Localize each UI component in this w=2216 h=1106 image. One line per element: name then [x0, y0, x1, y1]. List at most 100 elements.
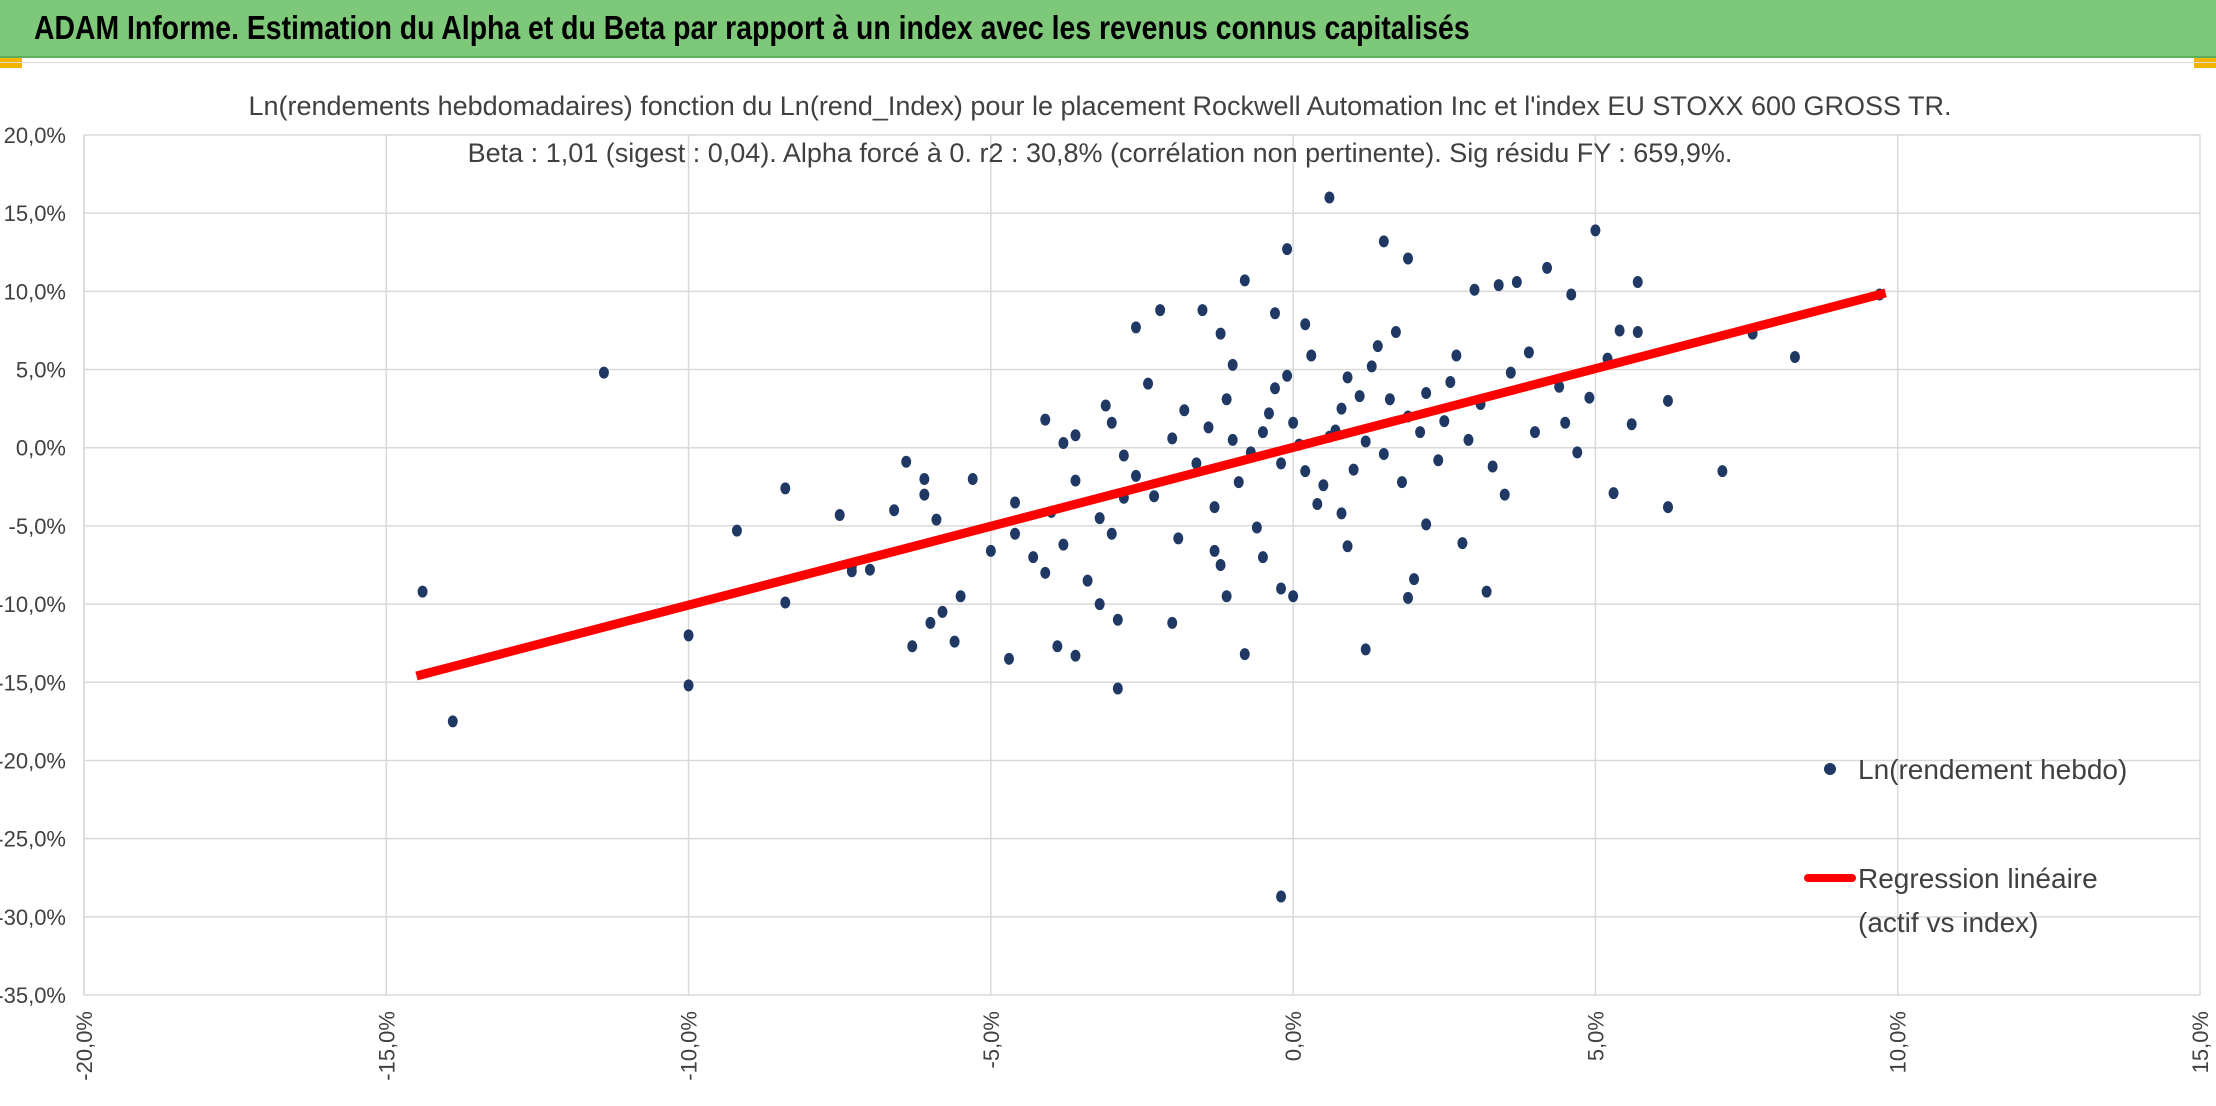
scatter-point [1542, 261, 1553, 274]
regression-line [415, 288, 1887, 681]
scatter-point [1130, 469, 1141, 482]
scatter-point [780, 482, 791, 495]
scatter-point [598, 366, 609, 379]
scatter-point [1197, 304, 1208, 317]
scatter-point [1360, 643, 1371, 656]
scatter-point [1451, 349, 1462, 362]
legend-label-regression-line-2: (actif vs index) [1858, 907, 2039, 938]
scatter-point [1270, 382, 1281, 395]
scatter-point [1003, 652, 1014, 665]
scatter-point [1040, 566, 1051, 579]
scatter-point [1010, 527, 1021, 540]
y-tick-label: 5,0% [16, 358, 66, 383]
scatter-point [1257, 426, 1268, 439]
scatter-point [1499, 488, 1510, 501]
scatter-point [1403, 252, 1414, 265]
scatter-point [1554, 380, 1565, 393]
scatter-point [1221, 393, 1232, 406]
y-tick-label: -5,0% [9, 514, 66, 539]
scatter-point [417, 585, 428, 598]
x-tick-label: -10,0% [677, 1011, 702, 1081]
scatter-point [1396, 476, 1407, 489]
scatter-point [1203, 421, 1214, 434]
scatter-point [1010, 496, 1021, 509]
scatter-point [1118, 449, 1129, 462]
scatter-point [1106, 527, 1117, 540]
scatter-point [1433, 454, 1444, 467]
scatter-point [889, 504, 900, 517]
scatter-point [731, 524, 742, 537]
scatter-point [1409, 573, 1420, 586]
scatter-point [447, 715, 458, 728]
scatter-point [949, 635, 960, 648]
legend-marker-scatter [1824, 763, 1836, 775]
scatter-point [846, 565, 857, 578]
x-tick-label: -20,0% [72, 1011, 97, 1081]
x-tick-label: 0,0% [1281, 1011, 1306, 1061]
scatter-point [1360, 435, 1371, 448]
y-tick-label: 15,0% [4, 201, 66, 226]
scatter-point [1463, 433, 1474, 446]
scatter-point [1300, 465, 1311, 478]
scatter-point [1403, 591, 1414, 604]
scatter-point [1082, 574, 1093, 587]
y-tick-label: -35,0% [0, 983, 66, 1008]
scatter-point [1276, 890, 1287, 903]
scatter-point [1094, 598, 1105, 611]
scatter-point [1173, 532, 1184, 545]
scatter-point [1511, 275, 1522, 288]
scatter-point [1590, 224, 1601, 237]
scatter-point [1155, 304, 1166, 317]
scatter-point [1112, 682, 1123, 695]
scatter-point [1070, 649, 1081, 662]
scatter-point [1300, 318, 1311, 331]
scatter-point [1336, 402, 1347, 415]
scatter-point [1523, 346, 1534, 359]
scatter-point [1445, 376, 1456, 389]
scatter-point [1251, 521, 1262, 534]
scatter-point [955, 590, 966, 603]
scatter-point [1421, 518, 1432, 531]
scatter-point [1632, 326, 1643, 339]
scatter-point [1100, 399, 1111, 412]
x-tick-label: -15,0% [374, 1011, 399, 1081]
scatter-point [1276, 457, 1287, 470]
x-tick-label: 5,0% [1583, 1011, 1608, 1061]
x-tick-label: 10,0% [1886, 1011, 1911, 1073]
corner-marker-left [0, 58, 22, 68]
scatter-point [1529, 426, 1540, 439]
scatter-point [1366, 360, 1377, 373]
scatter-point [1282, 369, 1293, 382]
scatter-point [1306, 349, 1317, 362]
scatter-point [1493, 279, 1504, 292]
scatter-point [1336, 507, 1347, 520]
scatter-point [1149, 490, 1160, 503]
scatter-point [1481, 585, 1492, 598]
scatter-point [780, 596, 791, 609]
scatter-point [1632, 275, 1643, 288]
y-tick-label: 10,0% [4, 279, 66, 304]
scatter-point [1487, 460, 1498, 473]
scatter-point [1608, 487, 1619, 500]
scatter-point [1058, 437, 1069, 450]
scatter-point [1094, 512, 1105, 525]
scatter-point [1415, 426, 1426, 439]
scatter-point [1378, 447, 1389, 460]
scatter-point [1191, 457, 1202, 470]
scatter-point [1662, 394, 1673, 407]
x-tick-label: -5,0% [979, 1011, 1004, 1068]
scatter-point [1457, 537, 1468, 550]
scatter-point [1276, 582, 1287, 595]
scatter-point [1390, 326, 1401, 339]
axes: 20,0% 15,0% 10,0% 5,0% 0,0% -5,0% -10,0% -15,0%… [0, 123, 2213, 1081]
scatter-point [1584, 391, 1595, 404]
scatter-point [1717, 465, 1728, 478]
y-tick-label: 20,0% [4, 123, 66, 148]
data-points [417, 191, 1885, 903]
y-tick-label: -15,0% [0, 670, 66, 695]
scatter-point [1288, 416, 1299, 429]
scatter-point [919, 488, 930, 501]
scatter-point [1239, 274, 1250, 287]
scatter-point [1058, 538, 1069, 551]
scatter-point [1106, 416, 1117, 429]
